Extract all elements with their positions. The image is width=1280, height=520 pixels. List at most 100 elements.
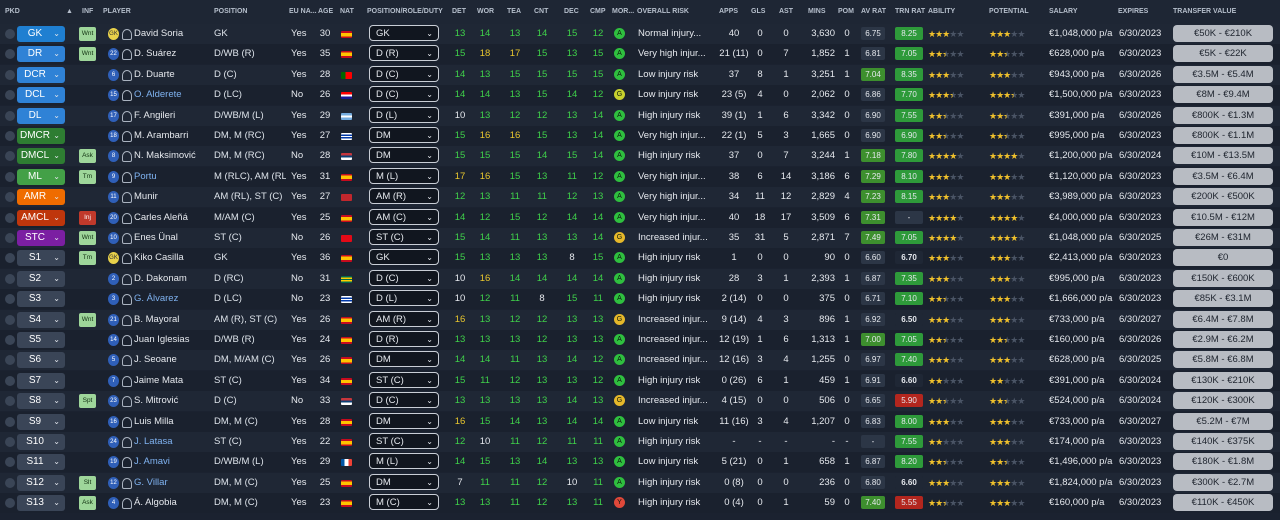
- position-picker-s8[interactable]: S8 ⌄: [17, 393, 65, 410]
- chevron-down-icon[interactable]: ⌄: [426, 416, 433, 426]
- table-row[interactable]: S13 ⌄ Ask 4 Á. Algobia DM, M (C) Yes 23 M (C) ⌄ 13…: [0, 493, 1280, 514]
- chevron-down-icon[interactable]: ⌄: [53, 233, 60, 242]
- role-duty-select[interactable]: D (C) ⌄: [369, 65, 439, 82]
- select-radio[interactable]: [5, 314, 15, 325]
- role-duty-select[interactable]: D (C) ⌄: [369, 86, 439, 103]
- table-row[interactable]: AMCL ⌄ Inj 20 Carles Aleñá M/AM (C) Yes 25 AM (C…: [0, 207, 1280, 228]
- column-header[interactable]: WOR: [477, 8, 495, 15]
- role-duty-select[interactable]: AM (R) ⌄: [369, 310, 439, 327]
- position-picker-ml[interactable]: ML ⌄: [17, 168, 65, 185]
- inf-badge[interactable]: Tm: [79, 169, 96, 184]
- select-radio[interactable]: [5, 151, 15, 162]
- column-header[interactable]: CMP: [590, 8, 606, 15]
- select-radio[interactable]: [5, 335, 15, 345]
- position-picker-stc[interactable]: STC ⌄: [17, 230, 65, 246]
- transfer-value-button[interactable]: €5K - €22K: [1173, 45, 1273, 63]
- transfer-value-button[interactable]: €8M - €9.4M: [1173, 86, 1273, 104]
- chevron-down-icon[interactable]: ⌄: [53, 69, 60, 79]
- column-header[interactable]: SALARY: [1049, 8, 1078, 15]
- role-duty-select[interactable]: D (L) ⌄: [369, 106, 439, 123]
- table-row[interactable]: S10 ⌄ 24 J. Latasa ST (C) Yes 22 ST (C) ⌄ 12 10 11 1…: [0, 432, 1280, 452]
- chevron-down-icon[interactable]: ⌄: [53, 314, 60, 324]
- inf-badge[interactable]: Slt: [79, 475, 96, 490]
- player-name[interactable]: Juan Iglesias: [134, 334, 190, 345]
- inf-badge[interactable]: Tm: [79, 251, 96, 266]
- chevron-down-icon[interactable]: ⌄: [426, 355, 433, 365]
- position-picker-amr[interactable]: AMR ⌄: [17, 189, 65, 206]
- column-header[interactable]: MOR...: [612, 8, 635, 15]
- role-duty-select[interactable]: M (L) ⌄: [369, 167, 439, 184]
- table-row[interactable]: S4 ⌄ Wnt 21 B. Mayoral AM (R), ST (C) Yes 26 AM …: [0, 309, 1280, 330]
- chevron-down-icon[interactable]: ⌄: [53, 498, 60, 508]
- position-picker-s5[interactable]: S5 ⌄: [17, 332, 65, 348]
- table-row[interactable]: S6 ⌄ 5 J. Seoane DM, M/AM (C) Yes 26 DM ⌄ 14 14 11 1…: [0, 350, 1280, 371]
- column-header[interactable]: TEA: [507, 8, 521, 15]
- chevron-down-icon[interactable]: ⌄: [426, 233, 433, 242]
- transfer-value-button[interactable]: €10.5M - €12M: [1173, 208, 1273, 226]
- inf-badge[interactable]: Ask: [79, 496, 96, 511]
- player-name[interactable]: J. Latasa: [134, 436, 173, 447]
- chevron-down-icon[interactable]: ⌄: [53, 49, 60, 59]
- chevron-down-icon[interactable]: ⌄: [53, 477, 60, 487]
- transfer-value-button[interactable]: €50K - €210K: [1173, 25, 1273, 42]
- chevron-down-icon[interactable]: ⌄: [53, 29, 60, 38]
- player-name[interactable]: F. Angileri: [134, 109, 176, 121]
- select-radio[interactable]: [5, 233, 15, 243]
- inf-badge[interactable]: Wnt: [79, 27, 96, 41]
- chevron-down-icon[interactable]: ⌄: [53, 437, 60, 446]
- chevron-down-icon[interactable]: ⌄: [53, 90, 60, 100]
- column-header[interactable]: MINS: [808, 8, 826, 15]
- chevron-down-icon[interactable]: ⌄: [53, 355, 60, 365]
- chevron-down-icon[interactable]: ⌄: [53, 131, 60, 140]
- column-header[interactable]: GLS: [751, 8, 766, 15]
- column-header[interactable]: INF: [82, 8, 94, 15]
- chevron-down-icon[interactable]: ⌄: [53, 212, 60, 222]
- chevron-down-icon[interactable]: ⌄: [53, 335, 60, 344]
- table-row[interactable]: DCR ⌄ 6 D. Duarte D (C) Yes 28 D (C) ⌄ 14 13 15 15 15…: [0, 64, 1280, 85]
- chevron-down-icon[interactable]: ⌄: [426, 29, 433, 38]
- player-name[interactable]: D. Suárez: [134, 48, 177, 60]
- player-name[interactable]: Kiko Casilla: [134, 252, 184, 264]
- chevron-down-icon[interactable]: ⌄: [426, 396, 433, 406]
- player-name[interactable]: S. Mitrović: [134, 395, 179, 407]
- select-radio[interactable]: [5, 212, 15, 223]
- position-picker-s6[interactable]: S6 ⌄: [17, 352, 65, 369]
- role-duty-select[interactable]: D (R) ⌄: [369, 331, 439, 347]
- chevron-down-icon[interactable]: ⌄: [426, 273, 433, 283]
- role-duty-select[interactable]: ST (C) ⌄: [369, 229, 439, 245]
- chevron-down-icon[interactable]: ⌄: [53, 273, 60, 283]
- table-row[interactable]: DL ⌄ 17 F. Angileri D/WB/M (L) Yes 29 D (L) ⌄ 10 1…: [0, 105, 1280, 126]
- position-picker-amcl[interactable]: AMCL ⌄: [17, 209, 65, 226]
- player-name[interactable]: Munir: [134, 191, 158, 203]
- select-radio[interactable]: [5, 416, 15, 427]
- player-name[interactable]: Carles Aleñá: [134, 211, 188, 223]
- chevron-down-icon[interactable]: ⌄: [426, 498, 433, 508]
- transfer-value-button[interactable]: €5.8M - €6.8M: [1173, 351, 1273, 369]
- position-picker-s9[interactable]: S9 ⌄: [17, 413, 65, 430]
- select-radio[interactable]: [5, 131, 15, 141]
- position-picker-dmcl[interactable]: DMCL ⌄: [17, 148, 65, 165]
- transfer-value-button[interactable]: €110K - €450K: [1173, 494, 1273, 512]
- select-radio[interactable]: [5, 69, 15, 80]
- table-row[interactable]: S7 ⌄ 7 Jaime Mata ST (C) Yes 34 ST (C) ⌄ 15 11 12 13…: [0, 370, 1280, 391]
- transfer-value-button[interactable]: €85K - €3.1M: [1173, 290, 1273, 308]
- inf-badge[interactable]: Inj: [79, 210, 96, 225]
- player-name[interactable]: J. Seoane: [134, 354, 177, 366]
- chevron-down-icon[interactable]: ⌄: [426, 151, 433, 161]
- player-name[interactable]: D. Dakonam: [134, 272, 187, 284]
- column-header[interactable]: AV RAT: [861, 8, 887, 15]
- column-header[interactable]: TRN RAT: [895, 8, 926, 15]
- role-duty-select[interactable]: D (C) ⌄: [369, 269, 439, 286]
- role-duty-select[interactable]: DM ⌄: [369, 127, 439, 143]
- transfer-value-button[interactable]: €0: [1173, 249, 1273, 267]
- inf-badge[interactable]: Wnt: [79, 47, 96, 62]
- column-header[interactable]: PLAYER: [103, 8, 131, 15]
- column-header[interactable]: APPS: [719, 8, 739, 15]
- column-header[interactable]: EXPIRES: [1118, 8, 1149, 15]
- chevron-down-icon[interactable]: ⌄: [426, 314, 433, 324]
- select-radio[interactable]: [5, 498, 15, 509]
- chevron-down-icon[interactable]: ⌄: [426, 49, 433, 59]
- column-header[interactable]: DEC: [564, 8, 579, 15]
- player-name[interactable]: N. Maksimović: [134, 150, 196, 162]
- position-picker-s3[interactable]: S3 ⌄: [17, 291, 65, 308]
